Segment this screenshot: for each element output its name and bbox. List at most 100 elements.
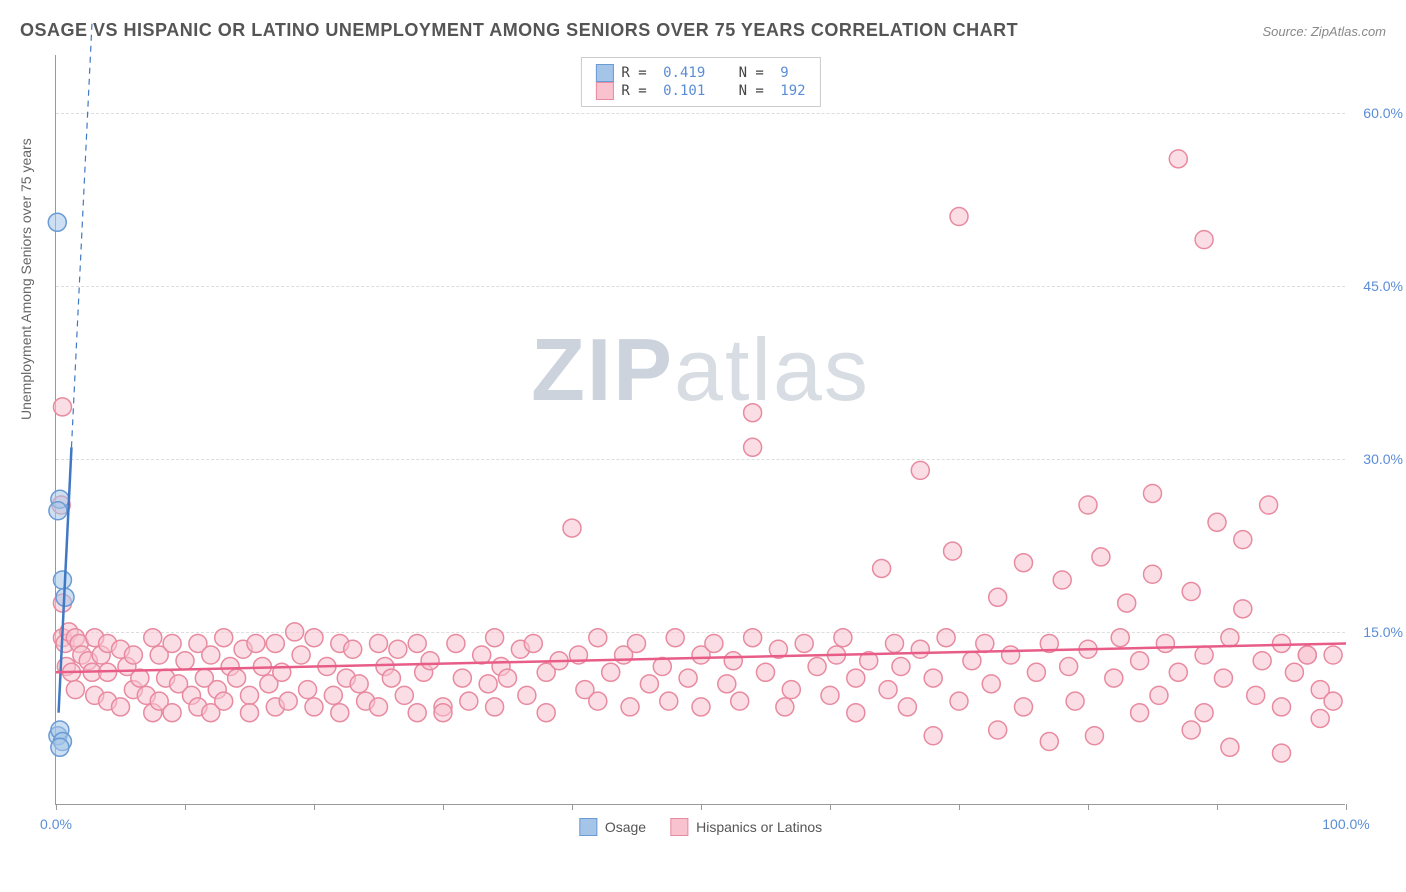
scatter-point [640, 675, 658, 693]
scatter-point [950, 692, 968, 710]
x-tick [1346, 804, 1347, 810]
scatter-point [112, 698, 130, 716]
scatter-point [1208, 513, 1226, 531]
swatch-icon [579, 818, 597, 836]
scatter-point [395, 686, 413, 704]
scatter-point [1092, 548, 1110, 566]
scatter-point [834, 629, 852, 647]
scatter-point [66, 681, 84, 699]
scatter-point [1214, 669, 1232, 687]
swatch-icon [670, 818, 688, 836]
scatter-point [202, 646, 220, 664]
scatter-point [898, 698, 916, 716]
scatter-point [628, 634, 646, 652]
scatter-point [718, 675, 736, 693]
scatter-point [1169, 150, 1187, 168]
scatter-point [989, 721, 1007, 739]
scatter-point [963, 652, 981, 670]
scatter-point [434, 704, 452, 722]
source-attribution: Source: ZipAtlas.com [1262, 24, 1386, 39]
y-tick-label: 60.0% [1363, 105, 1403, 121]
scatter-point [460, 692, 478, 710]
scatter-point [1234, 531, 1252, 549]
scatter-point [847, 704, 865, 722]
scatter-point [1156, 634, 1174, 652]
scatter-point [241, 704, 259, 722]
scatter-point [48, 213, 66, 231]
x-tick [1088, 804, 1089, 810]
scatter-point [1002, 646, 1020, 664]
scatter-point [479, 675, 497, 693]
scatter-point [53, 571, 71, 589]
scatter-point [982, 675, 1000, 693]
scatter-point [51, 738, 69, 756]
scatter-point [1247, 686, 1265, 704]
scatter-point [1273, 744, 1291, 762]
scatter-point [370, 634, 388, 652]
scatter-point [1195, 646, 1213, 664]
scatter-plot-svg [56, 55, 1345, 804]
scatter-point [731, 692, 749, 710]
scatter-point [660, 692, 678, 710]
x-tick-label: 100.0% [1322, 816, 1369, 832]
scatter-point [724, 652, 742, 670]
scatter-point [847, 669, 865, 687]
scatter-point [1311, 709, 1329, 727]
scatter-point [408, 704, 426, 722]
scatter-point [757, 663, 775, 681]
scatter-point [292, 646, 310, 664]
scatter-point [795, 634, 813, 652]
scatter-point [421, 652, 439, 670]
scatter-point [1221, 629, 1239, 647]
scatter-point [924, 669, 942, 687]
scatter-point [408, 634, 426, 652]
scatter-point [886, 634, 904, 652]
scatter-point [499, 669, 517, 687]
chart-plot-area: ZIPatlas R = 0.419 N = 9 R = 0.101 N = 1… [55, 55, 1345, 805]
scatter-point [937, 629, 955, 647]
scatter-point [782, 681, 800, 699]
scatter-point [305, 629, 323, 647]
scatter-point [1273, 634, 1291, 652]
scatter-point [299, 681, 317, 699]
scatter-point [873, 559, 891, 577]
scatter-point [911, 640, 929, 658]
scatter-point [344, 640, 362, 658]
scatter-point [705, 634, 723, 652]
scatter-point [1253, 652, 1271, 670]
x-tick [314, 804, 315, 810]
scatter-point [892, 658, 910, 676]
scatter-point [1131, 652, 1149, 670]
scatter-point [1273, 698, 1291, 716]
scatter-point [1221, 738, 1239, 756]
scatter-point [447, 634, 465, 652]
scatter-point [286, 623, 304, 641]
x-tick-label: 0.0% [40, 816, 72, 832]
scatter-point [241, 686, 259, 704]
y-tick-label: 45.0% [1363, 278, 1403, 294]
scatter-point [1118, 594, 1136, 612]
scatter-point [1182, 583, 1200, 601]
scatter-point [1150, 686, 1168, 704]
scatter-point [950, 208, 968, 226]
scatter-point [1131, 704, 1149, 722]
scatter-point [537, 704, 555, 722]
scatter-point [1169, 663, 1187, 681]
scatter-point [1285, 663, 1303, 681]
scatter-point [924, 727, 942, 745]
scatter-point [1324, 646, 1342, 664]
scatter-point [247, 634, 265, 652]
scatter-point [279, 692, 297, 710]
x-tick [959, 804, 960, 810]
scatter-point [1066, 692, 1084, 710]
scatter-point [1053, 571, 1071, 589]
scatter-point [524, 634, 542, 652]
scatter-point [621, 698, 639, 716]
scatter-point [1144, 484, 1162, 502]
scatter-point [1324, 692, 1342, 710]
scatter-point [370, 698, 388, 716]
legend-item-hispanic: Hispanics or Latinos [670, 818, 822, 836]
scatter-point [473, 646, 491, 664]
x-tick [185, 804, 186, 810]
scatter-point [1105, 669, 1123, 687]
